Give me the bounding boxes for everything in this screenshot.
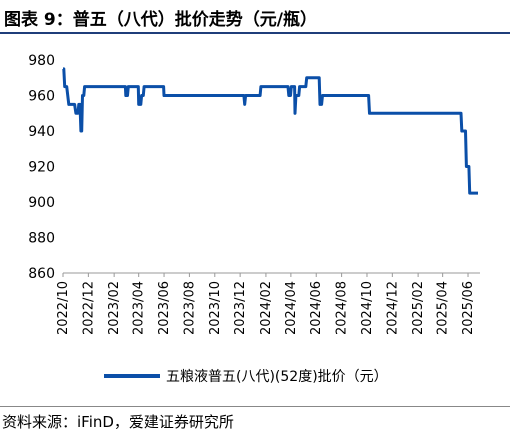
source-note: 资料来源：iFinD，爱建证券研究所 bbox=[2, 413, 234, 431]
y-tick-label: 980 bbox=[28, 53, 55, 69]
x-tick-label: 2023/04 bbox=[132, 281, 147, 335]
legend-label: 五粮液普五(八代)(52度)批价（元） bbox=[166, 369, 388, 385]
y-tick-label: 880 bbox=[28, 231, 55, 247]
series-line bbox=[62, 67, 478, 195]
y-tick-label: 940 bbox=[28, 124, 55, 140]
x-tick-label: 2024/06 bbox=[309, 281, 324, 335]
x-tick-label: 2025/02 bbox=[411, 281, 426, 335]
x-tick-label: 2022/10 bbox=[56, 281, 71, 335]
x-tick-label: 2023/02 bbox=[107, 281, 122, 335]
price-trend-chart: 860 880 900 920 940 960 980 2022/10 2022/12 2023/… bbox=[28, 53, 480, 385]
x-tick-label: 2023/08 bbox=[182, 281, 197, 335]
y-tick-label: 920 bbox=[28, 160, 55, 176]
x-tick-label: 2024/08 bbox=[335, 281, 350, 335]
x-tick-label: 2024/04 bbox=[284, 281, 299, 335]
x-tick-label: 2023/06 bbox=[157, 281, 172, 335]
x-tick-label: 2024/10 bbox=[360, 281, 375, 335]
x-tick-label: 2025/04 bbox=[436, 281, 451, 335]
source-divider bbox=[0, 406, 510, 407]
x-tick-label: 2025/06 bbox=[461, 281, 476, 335]
x-tick-label: 2022/12 bbox=[81, 281, 96, 335]
x-tick-label: 2024/12 bbox=[385, 281, 400, 335]
x-tick-label: 2023/12 bbox=[233, 281, 248, 335]
figure-title: 图表 9：普五（八代）批价走势（元/瓶） bbox=[4, 10, 317, 30]
y-tick-label: 900 bbox=[28, 195, 55, 211]
title-divider bbox=[0, 32, 510, 34]
y-tick-label: 960 bbox=[28, 89, 55, 105]
figure-title-bar: 图表 9：普五（八代）批价走势（元/瓶） bbox=[0, 0, 510, 34]
y-tick-label: 860 bbox=[28, 266, 55, 282]
x-tick-label: 2024/02 bbox=[259, 281, 274, 335]
x-tick-label: 2023/10 bbox=[208, 281, 223, 335]
